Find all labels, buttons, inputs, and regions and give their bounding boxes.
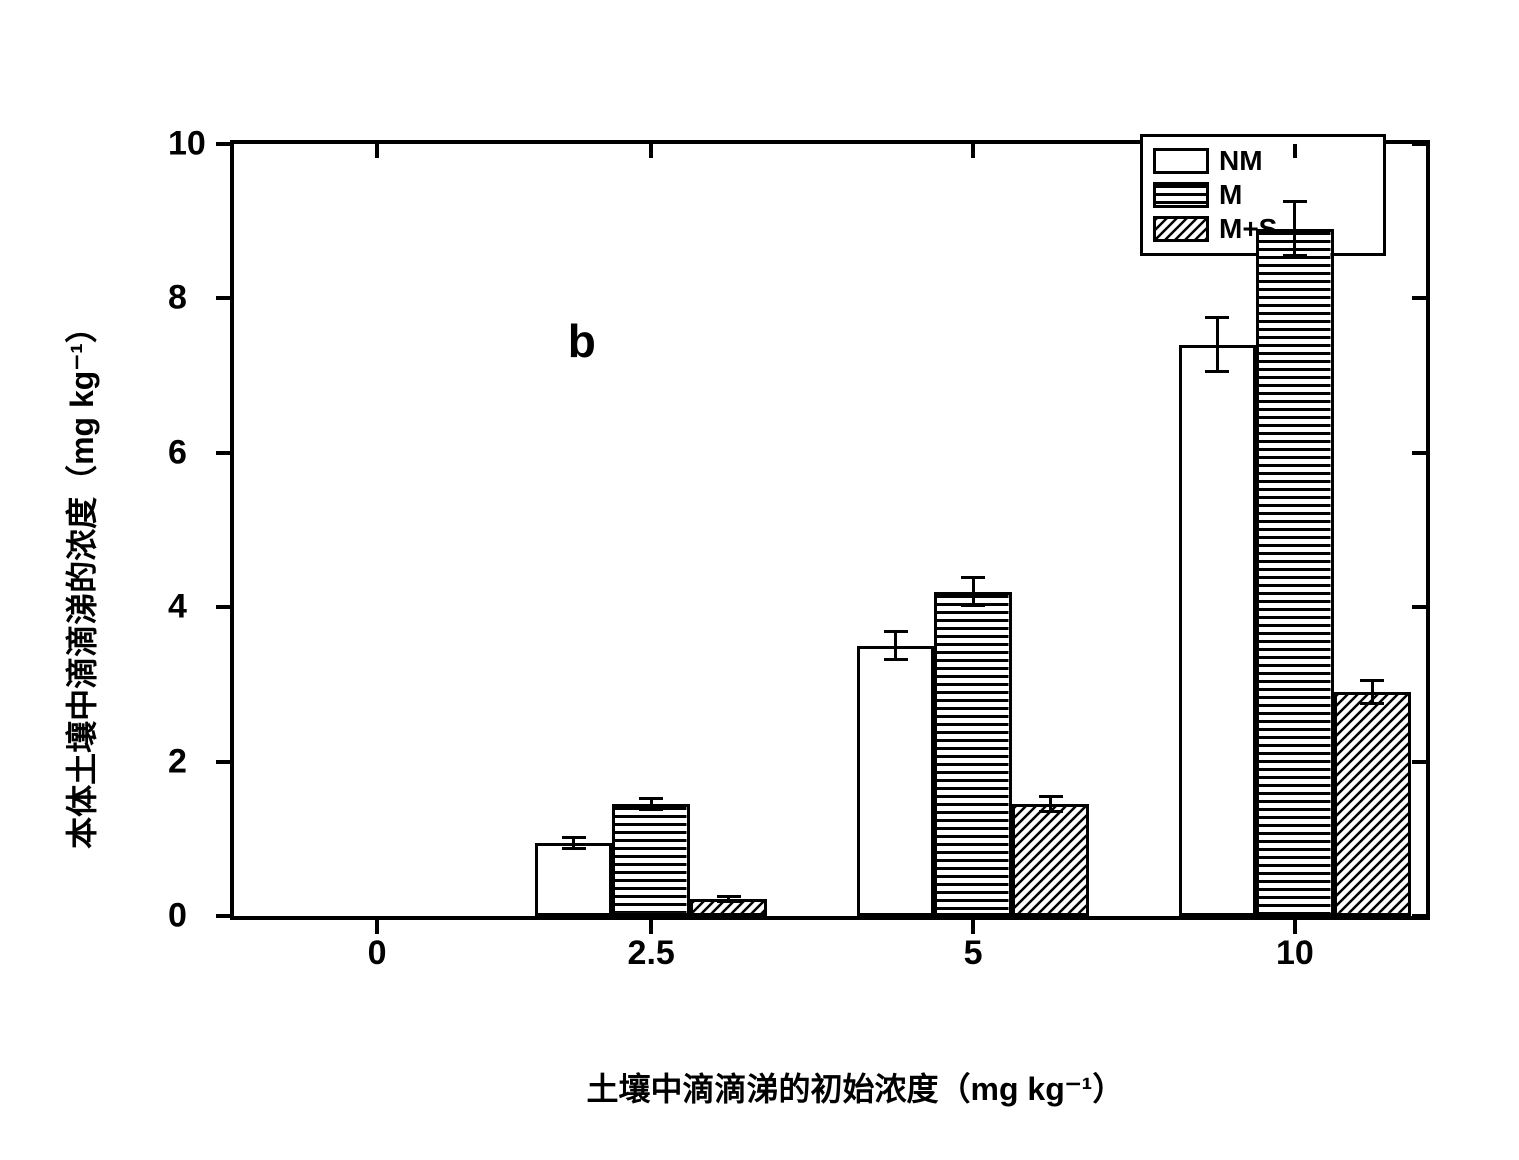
error-cap xyxy=(562,836,586,839)
y-tick-label: 10 xyxy=(168,125,200,164)
y-axis-label: 本体土壤中滴滴涕的浓度（mg kg⁻¹） xyxy=(57,311,103,849)
bar-MS xyxy=(1012,804,1089,916)
y-tick-in xyxy=(1412,142,1426,146)
error-bar xyxy=(1216,318,1219,372)
error-cap xyxy=(1205,316,1229,319)
error-bar xyxy=(1293,202,1296,256)
legend-label: NM xyxy=(1219,145,1263,177)
x-tick xyxy=(971,920,975,934)
x-tick xyxy=(649,920,653,934)
chart-container: 本体土壤中滴滴涕的浓度（mg kg⁻¹） 土壤中滴滴涕的初始浓度（mg kg⁻¹… xyxy=(20,20,1519,1140)
y-tick xyxy=(216,914,230,918)
error-cap xyxy=(717,900,741,903)
bar-M xyxy=(934,592,1011,916)
error-cap xyxy=(717,895,741,898)
error-cap xyxy=(562,847,586,850)
plot-area: b NMMM+S 024681002.5510 xyxy=(230,140,1430,920)
legend-row-NM: NM xyxy=(1153,145,1373,177)
y-tick-in xyxy=(1412,605,1426,609)
bar-NM xyxy=(1179,345,1256,916)
y-tick-label: 4 xyxy=(168,588,200,627)
error-cap xyxy=(884,630,908,633)
y-tick-label: 6 xyxy=(168,433,200,472)
error-cap xyxy=(1205,370,1229,373)
bar-NM xyxy=(857,646,934,916)
x-axis-label: 土壤中滴滴涕的初始浓度（mg kg⁻¹） xyxy=(587,1064,1125,1110)
y-tick-in xyxy=(1412,451,1426,455)
error-cap xyxy=(1283,200,1307,203)
bar-M xyxy=(1256,229,1333,916)
error-cap xyxy=(1360,702,1384,705)
x-axis-label-text: 土壤中滴滴涕的初始浓度（mg kg⁻¹） xyxy=(587,1071,1125,1107)
error-cap xyxy=(1283,254,1307,257)
x-tick xyxy=(1293,920,1297,934)
legend-swatch xyxy=(1153,148,1209,174)
error-cap xyxy=(961,576,985,579)
y-tick-label: 2 xyxy=(168,742,200,781)
y-axis-label-text: 本体土壤中滴滴涕的浓度（mg kg⁻¹） xyxy=(64,311,100,849)
error-bar xyxy=(972,578,975,606)
panel-label: b xyxy=(568,314,596,368)
error-cap xyxy=(639,797,663,800)
x-tick-label: 2.5 xyxy=(628,934,675,973)
bar-MS xyxy=(1334,692,1411,916)
x-tick-label: 5 xyxy=(964,934,983,973)
y-tick-in xyxy=(1412,296,1426,300)
legend-swatch xyxy=(1153,216,1209,242)
x-tick-in xyxy=(1293,144,1297,158)
legend-row-M: M xyxy=(1153,179,1373,211)
x-tick-in xyxy=(971,144,975,158)
bar-NM xyxy=(535,843,612,916)
x-tick-in xyxy=(375,144,379,158)
y-tick-in xyxy=(1412,760,1426,764)
legend-label: M xyxy=(1219,179,1242,211)
x-tick-label: 0 xyxy=(368,934,387,973)
y-tick xyxy=(216,451,230,455)
y-tick xyxy=(216,142,230,146)
error-cap xyxy=(961,604,985,607)
error-cap xyxy=(1360,679,1384,682)
y-tick-label: 0 xyxy=(168,897,200,936)
y-tick-label: 8 xyxy=(168,279,200,318)
bar-M xyxy=(612,804,689,916)
error-cap xyxy=(1039,810,1063,813)
y-tick xyxy=(216,760,230,764)
y-tick xyxy=(216,605,230,609)
error-cap xyxy=(1039,795,1063,798)
y-tick-in xyxy=(1412,914,1426,918)
x-tick-label: 10 xyxy=(1276,934,1314,973)
error-bar xyxy=(894,632,897,660)
error-cap xyxy=(884,658,908,661)
x-tick xyxy=(375,920,379,934)
legend-swatch xyxy=(1153,182,1209,208)
error-bar xyxy=(1371,681,1374,704)
y-tick xyxy=(216,296,230,300)
x-tick-in xyxy=(649,144,653,158)
error-cap xyxy=(639,808,663,811)
